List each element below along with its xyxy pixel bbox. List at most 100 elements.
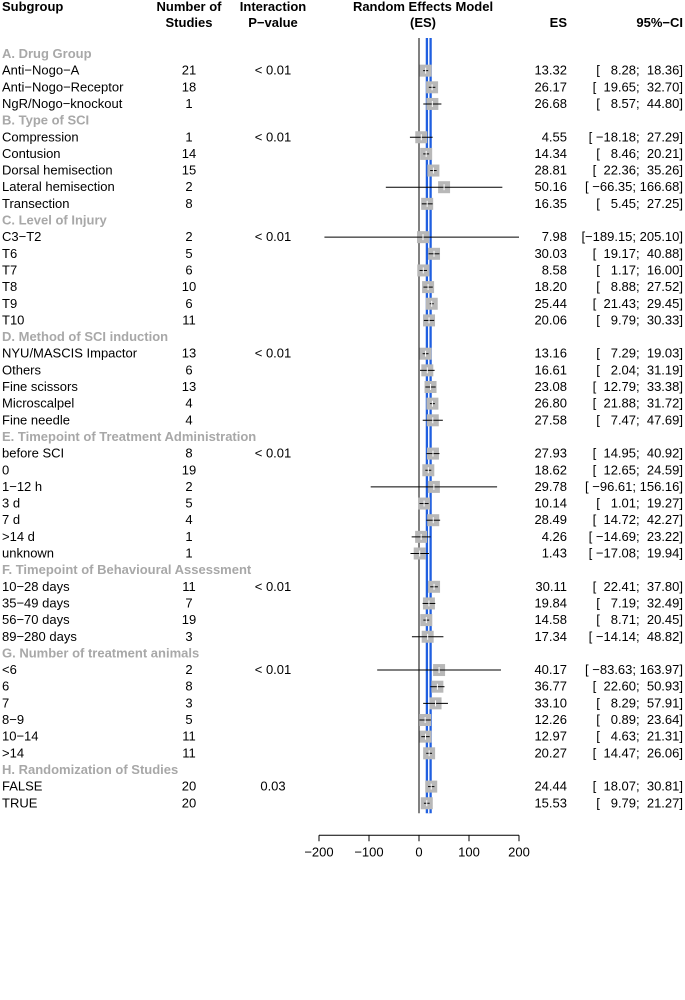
row-label: Fine needle bbox=[2, 412, 70, 427]
row-studies: 2 bbox=[185, 479, 192, 494]
row-label: Lateral hemisection bbox=[2, 179, 115, 194]
row-studies: 18 bbox=[182, 79, 196, 94]
row-ci: [ 1.17; 16.00] bbox=[596, 262, 683, 277]
row-studies: 19 bbox=[182, 612, 196, 627]
row-label: Microscalpel bbox=[2, 396, 74, 411]
row-label: 56−70 days bbox=[2, 612, 70, 627]
header-studies-line2: Studies bbox=[166, 15, 213, 30]
row-es: 10.14 bbox=[534, 496, 567, 511]
row-ci: [ 14.47; 26.06] bbox=[593, 745, 683, 760]
row-es: 25.44 bbox=[534, 296, 567, 311]
row-studies: 5 bbox=[185, 246, 192, 261]
row-es: 17.34 bbox=[534, 629, 567, 644]
row-ci: [ −17.08; 19.94] bbox=[589, 546, 683, 561]
row-ci: [ −83.63; 163.97] bbox=[585, 662, 683, 677]
row-studies: 20 bbox=[182, 779, 196, 794]
row-studies: 1 bbox=[185, 546, 192, 561]
row-ci: [ 22.36; 35.26] bbox=[593, 163, 683, 178]
row-studies: 4 bbox=[185, 512, 192, 527]
header-ci: 95%−CI bbox=[636, 15, 683, 30]
header-subgroup: Subgroup bbox=[2, 0, 63, 14]
group-label: F. Timepoint of Behavioural Assessment bbox=[2, 562, 252, 577]
row-label: T10 bbox=[2, 312, 24, 327]
row-ci: [ 18.07; 30.81] bbox=[593, 779, 683, 794]
axis-tick-label: −200 bbox=[304, 844, 333, 859]
row-ci: [ 8.46; 20.21] bbox=[596, 146, 683, 161]
row-ci: [ −66.35; 166.68] bbox=[585, 179, 683, 194]
x-axis: −200 −100 0 100 200 bbox=[304, 834, 530, 859]
row-studies: 4 bbox=[185, 412, 192, 427]
row-label: NgR/Nogo−knockout bbox=[2, 96, 123, 111]
row-es: 4.55 bbox=[542, 129, 567, 144]
row-label: T7 bbox=[2, 262, 17, 277]
row-studies: 3 bbox=[185, 629, 192, 644]
column-headers: Subgroup Number of Studies Interaction P… bbox=[2, 0, 683, 30]
row-studies: 1 bbox=[185, 529, 192, 544]
group-label: H. Randomization of Studies bbox=[2, 762, 178, 777]
row-es: 13.32 bbox=[534, 63, 567, 78]
row-label: Anti−Nogo−Receptor bbox=[2, 79, 124, 94]
row-ci: [ −14.14; 48.82] bbox=[589, 629, 683, 644]
row-studies: 2 bbox=[185, 229, 192, 244]
group-label: D. Method of SCI induction bbox=[2, 329, 168, 344]
row-ci: [ 0.89; 23.64] bbox=[596, 712, 683, 727]
row-es: 20.06 bbox=[534, 312, 567, 327]
row-studies: 15 bbox=[182, 163, 196, 178]
row-ci: [ 19.17; 40.88] bbox=[593, 246, 683, 261]
row-label: T9 bbox=[2, 296, 17, 311]
row-studies: 21 bbox=[182, 63, 196, 78]
row-ci: [ 9.79; 21.27] bbox=[596, 795, 683, 810]
row-label: 3 d bbox=[2, 496, 20, 511]
row-es: 12.97 bbox=[534, 729, 567, 744]
row-label: 1−12 h bbox=[2, 479, 42, 494]
row-label: Contusion bbox=[2, 146, 61, 161]
row-es: 36.77 bbox=[534, 679, 567, 694]
row-studies: 8 bbox=[185, 446, 192, 461]
row-ci: [ 8.71; 20.45] bbox=[596, 612, 683, 627]
row-studies: 13 bbox=[182, 379, 196, 394]
row-studies: 11 bbox=[182, 579, 196, 594]
row-studies: 5 bbox=[185, 712, 192, 727]
row-label: Fine scissors bbox=[2, 379, 78, 394]
row-ci: [ 8.88; 27.52] bbox=[596, 279, 683, 294]
group-label: E. Timepoint of Treatment Administration bbox=[2, 429, 256, 444]
row-studies: 7 bbox=[185, 595, 192, 610]
row-studies: 20 bbox=[182, 795, 196, 810]
group-label: A. Drug Group bbox=[2, 46, 92, 61]
row-label: 10−14 bbox=[2, 729, 39, 744]
row-label: 7 d bbox=[2, 512, 20, 527]
group-pval: < 0.01 bbox=[255, 229, 292, 244]
row-studies: 8 bbox=[185, 679, 192, 694]
header-pval-line1: Interaction bbox=[240, 0, 307, 14]
row-es: 27.93 bbox=[534, 446, 567, 461]
header-studies-line1: Number of bbox=[157, 0, 223, 14]
row-ci: [ 8.29; 57.91] bbox=[596, 695, 683, 710]
row-studies: 11 bbox=[182, 745, 196, 760]
group-label: C. Level of Injury bbox=[2, 213, 108, 228]
row-label: 0 bbox=[2, 462, 9, 477]
row-es: 8.58 bbox=[542, 262, 567, 277]
row-ci: [ 12.65; 24.59] bbox=[593, 462, 683, 477]
row-ci: [ −96.61; 156.16] bbox=[585, 479, 683, 494]
row-es: 24.44 bbox=[534, 779, 567, 794]
row-es: 26.80 bbox=[534, 396, 567, 411]
row-label: >14 bbox=[2, 745, 24, 760]
row-es: 28.49 bbox=[534, 512, 567, 527]
row-es: 1.43 bbox=[542, 546, 567, 561]
header-model-line1: Random Effects Model bbox=[353, 0, 493, 14]
row-label: T8 bbox=[2, 279, 17, 294]
row-es: 18.62 bbox=[534, 462, 567, 477]
row-studies: 6 bbox=[185, 262, 192, 277]
row-label: NYU/MASCIS Impactor bbox=[2, 346, 138, 361]
row-label: unknown bbox=[2, 546, 54, 561]
row-studies: 11 bbox=[182, 312, 196, 327]
row-es: 16.61 bbox=[534, 362, 567, 377]
row-label: TRUE bbox=[2, 795, 38, 810]
header-es: ES bbox=[550, 15, 568, 30]
row-studies: 11 bbox=[182, 729, 196, 744]
row-studies: 2 bbox=[185, 662, 192, 677]
row-es: 30.11 bbox=[535, 579, 567, 594]
row-es: 23.08 bbox=[534, 379, 567, 394]
row-studies: 1 bbox=[185, 129, 192, 144]
